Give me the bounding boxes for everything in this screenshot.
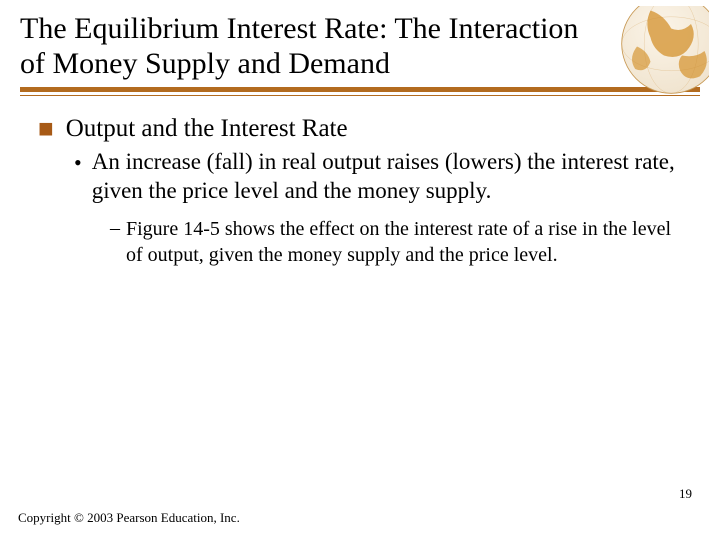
page-number: 19 [679,486,692,502]
title-rule-thick [20,87,700,92]
dot-bullet-icon: • [74,152,82,174]
copyright-text: Copyright © 2003 Pearson Education, Inc. [18,510,240,526]
bullet-level-1: ■ Output and the Interest Rate [38,114,690,144]
bullet-level-1-text: Output and the Interest Rate [66,114,348,144]
bullet-level-3-text: Figure 14-5 shows the effect on the inte… [126,216,690,268]
bullet-level-2: • An increase (fall) in real output rais… [74,148,690,206]
square-bullet-icon: ■ [38,116,54,142]
content-area: ■ Output and the Interest Rate • An incr… [20,96,700,268]
globe-icon [600,6,710,96]
bullet-level-3: – Figure 14-5 shows the effect on the in… [110,216,690,268]
slide: The Equilibrium Interest Rate: The Inter… [0,0,720,540]
bullet-level-2-text: An increase (fall) in real output raises… [92,148,690,206]
dash-bullet-icon: – [110,216,120,241]
slide-title: The Equilibrium Interest Rate: The Inter… [20,12,600,81]
title-area: The Equilibrium Interest Rate: The Inter… [20,12,700,81]
